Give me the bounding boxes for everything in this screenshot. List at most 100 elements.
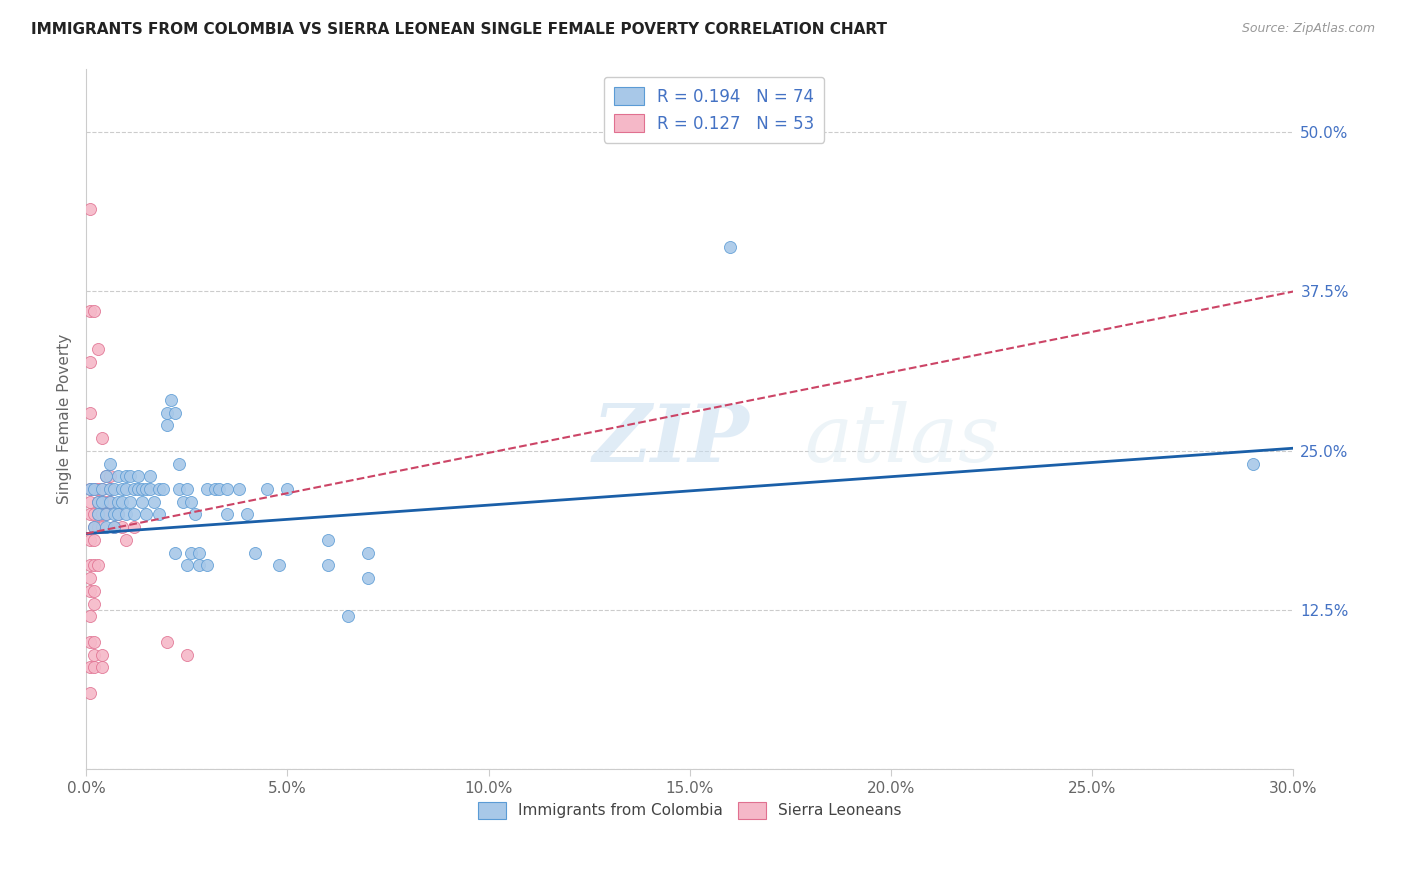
Point <box>79 635 101 649</box>
Point <box>83 508 105 522</box>
Point <box>115 482 138 496</box>
Point <box>111 520 134 534</box>
Point <box>98 494 121 508</box>
Point <box>96 469 118 483</box>
Point <box>115 469 138 483</box>
Point <box>107 508 129 522</box>
Point <box>83 597 105 611</box>
Point <box>87 558 110 573</box>
Point <box>83 482 105 496</box>
Point <box>187 558 209 573</box>
Point <box>357 571 380 585</box>
Point <box>195 482 218 496</box>
Point <box>131 482 153 496</box>
Point <box>336 609 359 624</box>
Point <box>83 520 105 534</box>
Point <box>155 635 177 649</box>
Point <box>79 494 101 508</box>
Point <box>180 546 202 560</box>
Point <box>167 457 190 471</box>
Point <box>83 533 105 547</box>
Point <box>103 508 125 522</box>
Point <box>79 660 101 674</box>
Point <box>236 508 259 522</box>
Point <box>124 520 146 534</box>
Point <box>79 202 101 216</box>
Point <box>195 558 218 573</box>
Point <box>91 482 114 496</box>
Point <box>316 533 339 547</box>
Point <box>120 494 142 508</box>
Text: IMMIGRANTS FROM COLOMBIA VS SIERRA LEONEAN SINGLE FEMALE POVERTY CORRELATION CHA: IMMIGRANTS FROM COLOMBIA VS SIERRA LEONE… <box>31 22 887 37</box>
Point <box>103 520 125 534</box>
Point <box>98 457 121 471</box>
Point <box>256 482 278 496</box>
Point <box>96 520 118 534</box>
Text: ZIP: ZIP <box>593 401 749 479</box>
Point <box>83 660 105 674</box>
Point <box>111 494 134 508</box>
Point <box>120 469 142 483</box>
Point <box>148 482 170 496</box>
Point <box>152 482 174 496</box>
Point <box>91 482 114 496</box>
Point <box>83 648 105 662</box>
Point <box>87 508 110 522</box>
Point <box>79 354 101 368</box>
Point <box>111 482 134 496</box>
Point <box>103 520 125 534</box>
Point <box>180 494 202 508</box>
Point <box>316 558 339 573</box>
Point <box>79 533 101 547</box>
Point <box>79 303 101 318</box>
Point <box>79 508 101 522</box>
Point <box>208 482 231 496</box>
Point <box>91 494 114 508</box>
Point <box>172 494 194 508</box>
Point <box>79 609 101 624</box>
Point <box>131 494 153 508</box>
Point <box>87 494 110 508</box>
Point <box>98 469 121 483</box>
Point <box>87 508 110 522</box>
Point <box>115 533 138 547</box>
Point <box>79 571 101 585</box>
Point <box>163 546 186 560</box>
Point <box>135 508 157 522</box>
Point <box>79 482 101 496</box>
Point <box>167 482 190 496</box>
Point <box>269 558 291 573</box>
Point <box>115 508 138 522</box>
Legend: Immigrants from Colombia, Sierra Leoneans: Immigrants from Colombia, Sierra Leonean… <box>472 796 907 825</box>
Point <box>243 546 266 560</box>
Point <box>91 508 114 522</box>
Point <box>718 240 741 254</box>
Point <box>124 482 146 496</box>
Point <box>155 418 177 433</box>
Point <box>96 508 118 522</box>
Point <box>228 482 250 496</box>
Text: Source: ZipAtlas.com: Source: ZipAtlas.com <box>1241 22 1375 36</box>
Point <box>79 583 101 598</box>
Point <box>79 686 101 700</box>
Text: atlas: atlas <box>804 401 1000 479</box>
Point <box>96 508 118 522</box>
Point <box>215 482 238 496</box>
Point <box>139 469 162 483</box>
Point <box>79 558 101 573</box>
Point <box>155 405 177 419</box>
Point <box>107 469 129 483</box>
Point <box>91 648 114 662</box>
Point <box>357 546 380 560</box>
Point <box>1241 457 1264 471</box>
Point <box>87 494 110 508</box>
Point <box>135 482 157 496</box>
Y-axis label: Single Female Poverty: Single Female Poverty <box>58 334 72 504</box>
Point <box>91 660 114 674</box>
Point <box>176 648 198 662</box>
Point <box>176 482 198 496</box>
Point <box>83 303 105 318</box>
Point <box>148 508 170 522</box>
Point <box>98 494 121 508</box>
Point <box>176 558 198 573</box>
